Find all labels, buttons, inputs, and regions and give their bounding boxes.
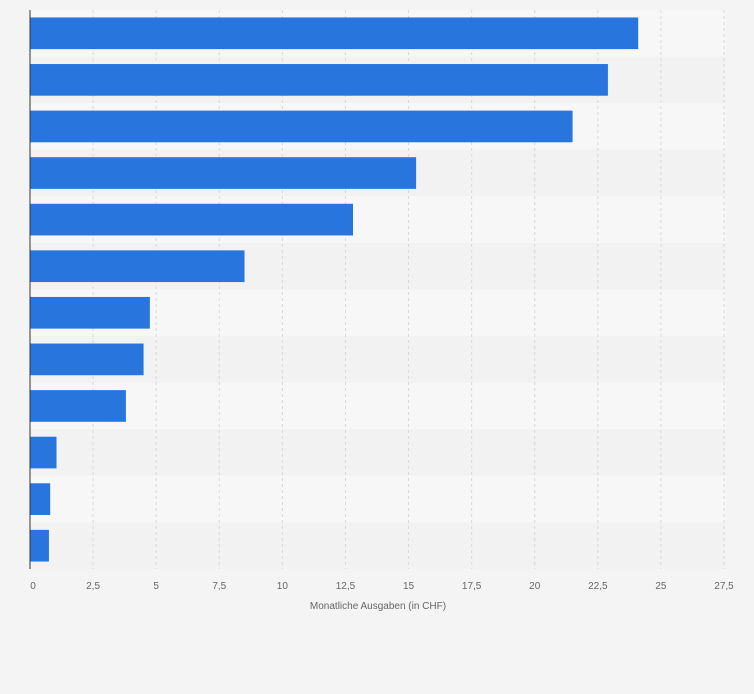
x-tick-label: 5 (153, 581, 159, 592)
bar[interactable] (30, 157, 417, 189)
x-tick-label: 2,5 (86, 581, 100, 592)
bar[interactable] (30, 17, 639, 50)
x-axis-label: Monatliche Ausgaben (in CHF) (310, 601, 446, 612)
x-tick-label: 25 (655, 581, 667, 592)
row-band (30, 522, 726, 569)
row-band (30, 475, 726, 523)
bar[interactable] (30, 64, 608, 96)
bar[interactable] (30, 343, 144, 376)
x-tick-label: 27,5 (714, 581, 734, 592)
bar[interactable] (30, 529, 49, 562)
bar[interactable] (30, 390, 126, 422)
x-tick-label: 22,5 (588, 581, 608, 592)
x-tick-label: 7,5 (212, 581, 226, 592)
bar[interactable] (30, 110, 573, 143)
x-tick-label: 0 (30, 581, 36, 592)
row-band (30, 429, 726, 476)
x-tick-label: 20 (529, 581, 541, 592)
bar[interactable] (30, 436, 57, 469)
x-tick-labels: 0 2,5 5 7,5 10 12,5 15 17,5 20 22,5 25 27,5 (30, 581, 734, 592)
row-band (30, 336, 726, 383)
x-tick-label: 12,5 (336, 581, 356, 592)
row-band (30, 382, 726, 430)
bars (30, 17, 639, 562)
bar[interactable] (30, 483, 51, 515)
x-tick-label: 15 (403, 581, 415, 592)
x-tick-label: 10 (277, 581, 289, 592)
bar[interactable] (30, 203, 354, 236)
bar[interactable] (30, 296, 150, 329)
x-tick-label: 17,5 (462, 581, 482, 592)
bar[interactable] (30, 250, 245, 283)
